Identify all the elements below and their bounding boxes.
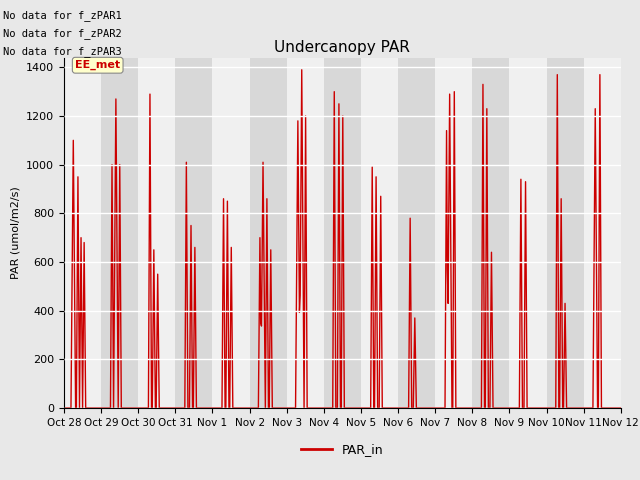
- Bar: [435, 58, 472, 408]
- Bar: [212, 58, 250, 408]
- Text: No data for f_zPAR2: No data for f_zPAR2: [3, 28, 122, 39]
- Text: No data for f_zPAR1: No data for f_zPAR1: [3, 10, 122, 21]
- Bar: [101, 58, 138, 408]
- Bar: [547, 58, 584, 408]
- Bar: [584, 58, 621, 408]
- Bar: [64, 58, 101, 408]
- Bar: [398, 58, 435, 408]
- Title: Undercanopy PAR: Undercanopy PAR: [275, 40, 410, 55]
- Bar: [621, 58, 640, 408]
- Bar: [509, 58, 547, 408]
- Bar: [287, 58, 324, 408]
- Bar: [361, 58, 398, 408]
- Text: No data for f_zPAR3: No data for f_zPAR3: [3, 46, 122, 57]
- Bar: [472, 58, 509, 408]
- Bar: [324, 58, 361, 408]
- Text: EE_met: EE_met: [75, 60, 120, 71]
- Bar: [138, 58, 175, 408]
- Y-axis label: PAR (umol/m2/s): PAR (umol/m2/s): [11, 186, 20, 279]
- Legend: PAR_in: PAR_in: [296, 438, 389, 461]
- Bar: [250, 58, 287, 408]
- Bar: [175, 58, 212, 408]
